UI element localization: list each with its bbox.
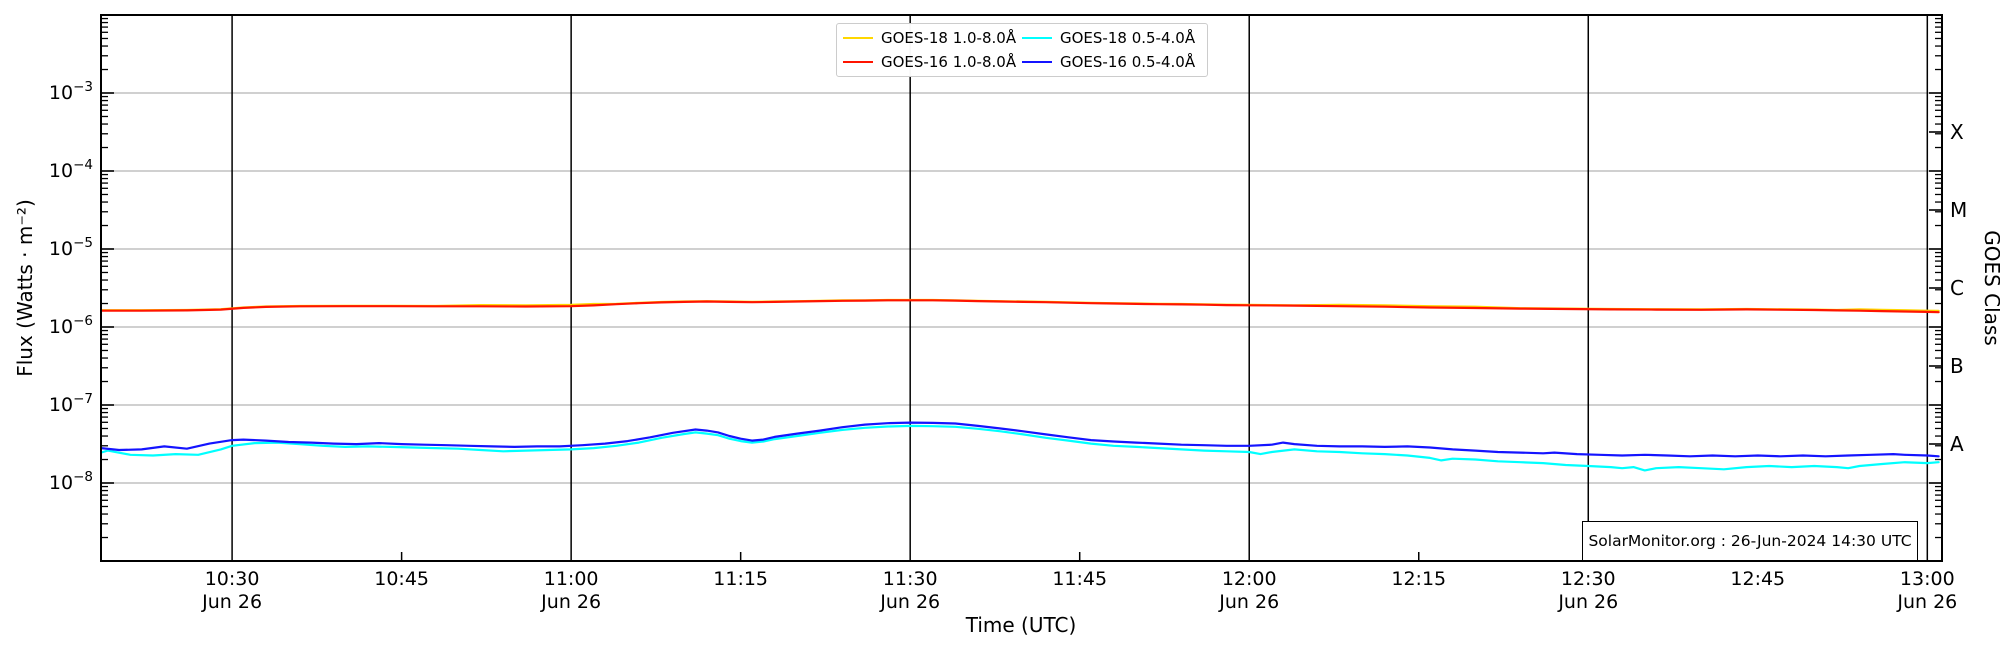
goes-class-label: B: [1950, 354, 1964, 378]
x-tick-label: 12:45: [1730, 568, 1785, 590]
x-tick-label: 11:45: [1052, 568, 1107, 590]
x-tick-label: 11:00: [544, 568, 599, 590]
series-goes-16-0-5-4-0-: [101, 421, 1940, 458]
legend-item: GOES-18 1.0-8.0Å: [843, 29, 1022, 47]
x-tick-date-label: Jun 26: [1896, 591, 1957, 613]
legend-line-swatch: [1022, 37, 1052, 39]
y-tick-label: 10−8: [49, 469, 93, 494]
x-tick-label: 10:30: [205, 568, 260, 590]
goes-class-label: M: [1950, 198, 1967, 222]
goes-class-label: X: [1950, 120, 1964, 144]
legend-item: GOES-16 0.5-4.0Å: [1022, 53, 1201, 71]
goes-class-label: C: [1950, 276, 1964, 300]
x-tick-date-label: Jun 26: [1557, 591, 1618, 613]
series-goes-16-1-0-8-0-: [101, 299, 1940, 314]
legend-label: GOES-18 0.5-4.0Å: [1060, 29, 1196, 47]
x-tick-label: 12:00: [1222, 568, 1277, 590]
y-tick-label: 10−7: [49, 391, 93, 416]
y-axis-title: Flux (Watts · m⁻²): [13, 199, 37, 377]
right-axis-title: GOES Class: [1980, 230, 2000, 346]
legend-line-swatch: [1022, 61, 1052, 63]
y-tick-label: 10−3: [49, 79, 93, 104]
legend-line-swatch: [843, 61, 873, 63]
solarmonitor-watermark: SolarMonitor.org : 26-Jun-2024 14:30 UTC: [1582, 521, 1918, 561]
x-tick-label: 12:30: [1561, 568, 1616, 590]
x-tick-label: 11:15: [713, 568, 768, 590]
legend-line-swatch: [843, 37, 873, 39]
legend-label: GOES-16 1.0-8.0Å: [881, 53, 1017, 71]
x-tick-date-label: Jun 26: [540, 591, 601, 613]
x-tick-label: 10:45: [374, 568, 429, 590]
x-tick-date-label: Jun 26: [201, 591, 262, 613]
legend-item: GOES-18 0.5-4.0Å: [1022, 29, 1201, 47]
y-tick-label: 10−4: [49, 157, 93, 182]
series-goes-18-0-5-4-0-: [101, 424, 1940, 472]
legend-label: GOES-18 1.0-8.0Å: [881, 29, 1017, 47]
x-tick-date-label: Jun 26: [1218, 591, 1279, 613]
chart-legend: GOES-18 1.0-8.0Å GOES-16 1.0-8.0Å GOES-18 …: [836, 23, 1208, 77]
x-tick-label: 11:30: [883, 568, 938, 590]
y-tick-label: 10−5: [49, 235, 93, 260]
y-tick-label: 10−6: [49, 313, 93, 338]
plot-border: [100, 14, 1943, 562]
x-tick-label: 12:15: [1391, 568, 1446, 590]
legend-item: GOES-16 1.0-8.0Å: [843, 53, 1022, 71]
x-tick-label: 13:00: [1900, 568, 1955, 590]
legend-label: GOES-16 0.5-4.0Å: [1060, 53, 1196, 71]
x-tick-date-label: Jun 26: [879, 591, 940, 613]
x-axis-title: Time (UTC): [965, 613, 1077, 637]
goes-class-label: A: [1950, 432, 1964, 456]
